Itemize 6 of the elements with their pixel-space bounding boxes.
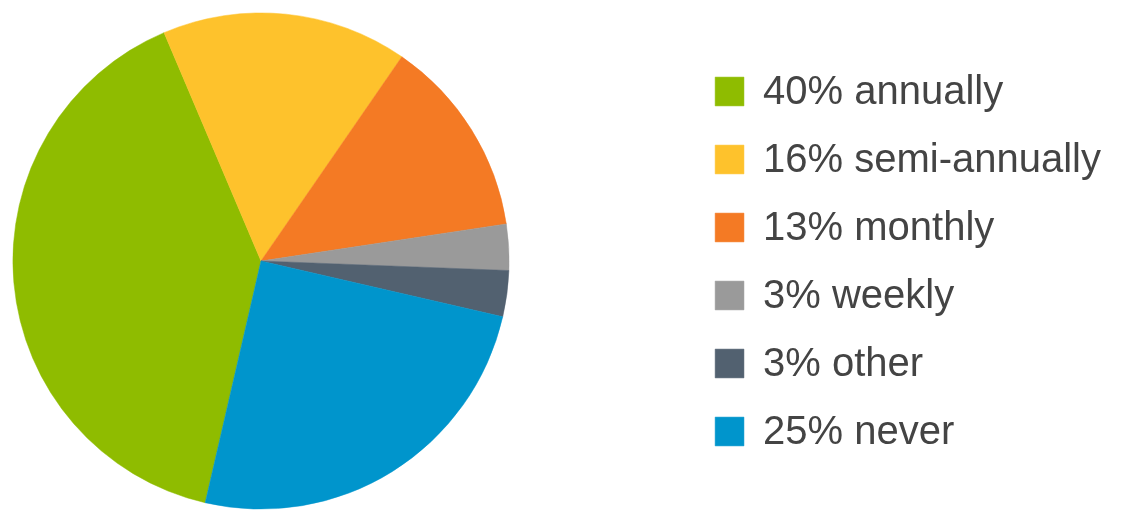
legend-label: 40% annually <box>763 67 1004 114</box>
legend-label: 16% semi-annually <box>763 135 1101 182</box>
legend-label: 25% never <box>763 407 955 454</box>
legend-label: 3% weekly <box>763 271 955 318</box>
legend-label: 3% other <box>763 339 924 386</box>
legend-label: 13% monthly <box>763 203 995 250</box>
